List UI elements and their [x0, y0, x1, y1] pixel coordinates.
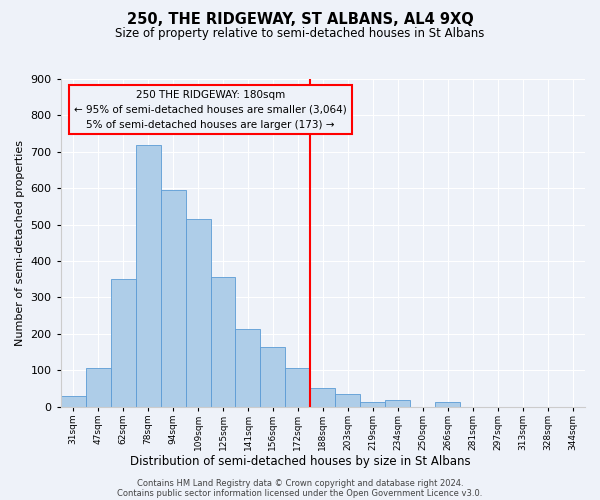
Bar [310, 388, 335, 406]
Bar [435, 402, 460, 406]
Bar [185, 219, 211, 406]
Text: Size of property relative to semi-detached houses in St Albans: Size of property relative to semi-detach… [115, 28, 485, 40]
Bar [260, 346, 286, 406]
Text: 250, THE RIDGEWAY, ST ALBANS, AL4 9XQ: 250, THE RIDGEWAY, ST ALBANS, AL4 9XQ [127, 12, 473, 28]
Text: Distribution of semi-detached houses by size in St Albans: Distribution of semi-detached houses by … [130, 455, 470, 468]
Text: Contains public sector information licensed under the Open Government Licence v3: Contains public sector information licen… [118, 489, 482, 498]
Bar [61, 396, 86, 406]
Bar [235, 330, 260, 406]
Bar [86, 368, 110, 406]
Text: 250 THE RIDGEWAY: 180sqm
← 95% of semi-detached houses are smaller (3,064)
5% of: 250 THE RIDGEWAY: 180sqm ← 95% of semi-d… [74, 90, 347, 130]
Bar [361, 402, 385, 406]
Bar [385, 400, 410, 406]
Bar [110, 279, 136, 406]
Bar [335, 394, 361, 406]
Bar [286, 368, 310, 406]
Y-axis label: Number of semi-detached properties: Number of semi-detached properties [15, 140, 25, 346]
Bar [211, 278, 235, 406]
Text: Contains HM Land Registry data © Crown copyright and database right 2024.: Contains HM Land Registry data © Crown c… [137, 479, 463, 488]
Bar [136, 144, 161, 406]
Bar [161, 190, 185, 406]
